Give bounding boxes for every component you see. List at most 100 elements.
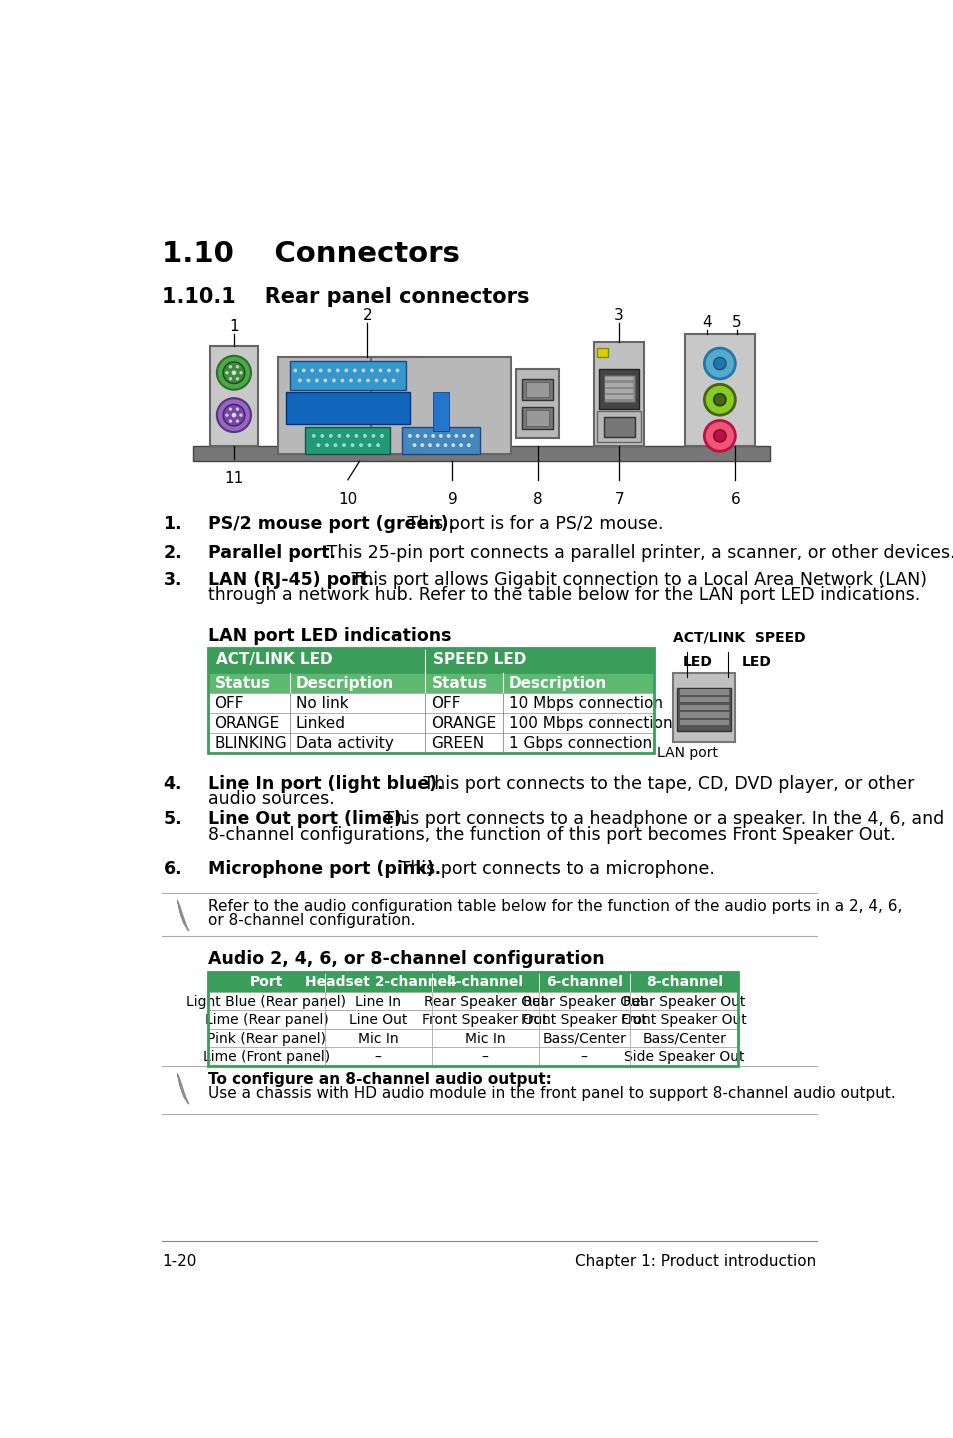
Text: Lime (Rear panel): Lime (Rear panel)	[204, 1014, 328, 1027]
Text: 6.: 6.	[163, 860, 182, 879]
Text: This port connects to the tape, CD, DVD player, or other: This port connects to the tape, CD, DVD …	[417, 775, 914, 792]
Bar	[193, 446, 769, 462]
Circle shape	[379, 434, 383, 437]
Circle shape	[703, 384, 735, 416]
Text: Use a chassis with HD audio module in the front panel to support 8-channel audio: Use a chassis with HD audio module in th…	[208, 1086, 895, 1100]
Text: Bass/Center: Bass/Center	[641, 1032, 725, 1045]
Circle shape	[375, 443, 379, 447]
Bar	[604, 383, 633, 387]
Circle shape	[223, 404, 245, 426]
Text: Front Speaker Out: Front Speaker Out	[620, 1014, 746, 1027]
Text: Lime (Front panel): Lime (Front panel)	[203, 1050, 330, 1064]
Circle shape	[466, 443, 470, 447]
Circle shape	[229, 420, 232, 423]
Text: 6-channel: 6-channel	[545, 975, 622, 989]
Text: LAN (RJ-45) port.: LAN (RJ-45) port.	[208, 571, 375, 588]
Text: Rear Speaker Out: Rear Speaker Out	[423, 995, 546, 1009]
Circle shape	[235, 407, 239, 411]
Polygon shape	[177, 900, 189, 930]
Circle shape	[703, 348, 735, 380]
Text: Chapter 1: Product introduction: Chapter 1: Product introduction	[575, 1254, 816, 1270]
Text: 10: 10	[338, 492, 357, 508]
Bar	[597, 348, 608, 358]
Circle shape	[306, 378, 310, 383]
Text: 2: 2	[362, 308, 372, 322]
Circle shape	[239, 413, 242, 417]
Text: through a network hub. Refer to the table below for the LAN port LED indications: through a network hub. Refer to the tabl…	[208, 587, 920, 604]
Circle shape	[358, 443, 362, 447]
Text: 7: 7	[614, 492, 623, 508]
Text: Microphone port (pink).: Microphone port (pink).	[208, 860, 441, 879]
Text: To configure an 8-channel audio output:: To configure an 8-channel audio output:	[208, 1071, 552, 1087]
Text: 1-20: 1-20	[162, 1254, 196, 1270]
Circle shape	[340, 378, 344, 383]
Circle shape	[438, 434, 442, 437]
Text: This 25-pin port connects a parallel printer, a scanner, or other devices.: This 25-pin port connects a parallel pri…	[321, 544, 953, 562]
Text: BLINKING: BLINKING	[214, 736, 287, 751]
Circle shape	[366, 378, 370, 383]
Text: OFF: OFF	[431, 696, 460, 712]
Circle shape	[458, 443, 462, 447]
Circle shape	[314, 378, 318, 383]
Text: 1.10    Connectors: 1.10 Connectors	[162, 240, 459, 269]
Circle shape	[446, 434, 450, 437]
Text: Line In port (light blue).: Line In port (light blue).	[208, 775, 443, 792]
Text: Port: Port	[250, 975, 283, 989]
Text: PS/2 mouse port (green).: PS/2 mouse port (green).	[208, 515, 455, 533]
Bar	[603, 417, 634, 437]
Bar	[684, 334, 754, 446]
Circle shape	[232, 413, 236, 417]
Text: ORANGE: ORANGE	[431, 716, 497, 731]
Circle shape	[229, 407, 232, 411]
Polygon shape	[177, 1073, 189, 1104]
Text: 10 Mbps connection: 10 Mbps connection	[509, 696, 662, 712]
Circle shape	[431, 434, 435, 437]
Circle shape	[375, 378, 378, 383]
Circle shape	[335, 368, 339, 372]
Circle shape	[346, 434, 350, 437]
Circle shape	[323, 378, 327, 383]
Text: 1 Gbps connection: 1 Gbps connection	[509, 736, 652, 751]
Text: Mic In: Mic In	[357, 1032, 398, 1045]
Text: Rear Speaker Out: Rear Speaker Out	[622, 995, 744, 1009]
Text: 5: 5	[731, 315, 741, 331]
Bar	[516, 370, 558, 439]
Text: 9: 9	[447, 492, 456, 508]
Circle shape	[395, 368, 399, 372]
Text: This port is for a PS/2 mouse.: This port is for a PS/2 mouse.	[402, 515, 663, 533]
Text: Data activity: Data activity	[295, 736, 394, 751]
Bar	[278, 358, 417, 453]
Circle shape	[416, 434, 419, 437]
Bar	[290, 361, 406, 391]
Text: 1: 1	[229, 319, 238, 334]
Circle shape	[337, 434, 341, 437]
Bar	[208, 733, 654, 754]
Text: Light Blue (Rear panel): Light Blue (Rear panel)	[186, 995, 346, 1009]
Text: Description: Description	[509, 676, 607, 692]
Circle shape	[412, 443, 416, 447]
Circle shape	[225, 371, 229, 374]
Bar	[604, 395, 633, 398]
Circle shape	[387, 368, 391, 372]
Text: or 8-channel configuration.: or 8-channel configuration.	[208, 913, 416, 928]
Circle shape	[301, 368, 305, 372]
Text: 11: 11	[224, 472, 243, 486]
Circle shape	[713, 394, 725, 406]
Text: This port allows Gigabit connection to a Local Area Network (LAN): This port allows Gigabit connection to a…	[345, 571, 925, 588]
Bar	[679, 720, 728, 725]
Bar	[679, 705, 728, 710]
Circle shape	[451, 443, 455, 447]
Text: Refer to the audio configuration table below for the function of the audio ports: Refer to the audio configuration table b…	[208, 899, 902, 913]
Text: 3: 3	[614, 308, 623, 322]
Circle shape	[310, 368, 314, 372]
Text: GREEN: GREEN	[431, 736, 484, 751]
Bar	[679, 712, 728, 718]
Text: Front Speaker Out: Front Speaker Out	[521, 1014, 646, 1027]
Text: Status: Status	[431, 676, 487, 692]
Text: LED: LED	[740, 654, 771, 669]
Bar	[594, 342, 643, 446]
Bar	[208, 1011, 738, 1028]
Circle shape	[235, 377, 239, 381]
Circle shape	[223, 362, 245, 384]
Circle shape	[235, 365, 239, 368]
